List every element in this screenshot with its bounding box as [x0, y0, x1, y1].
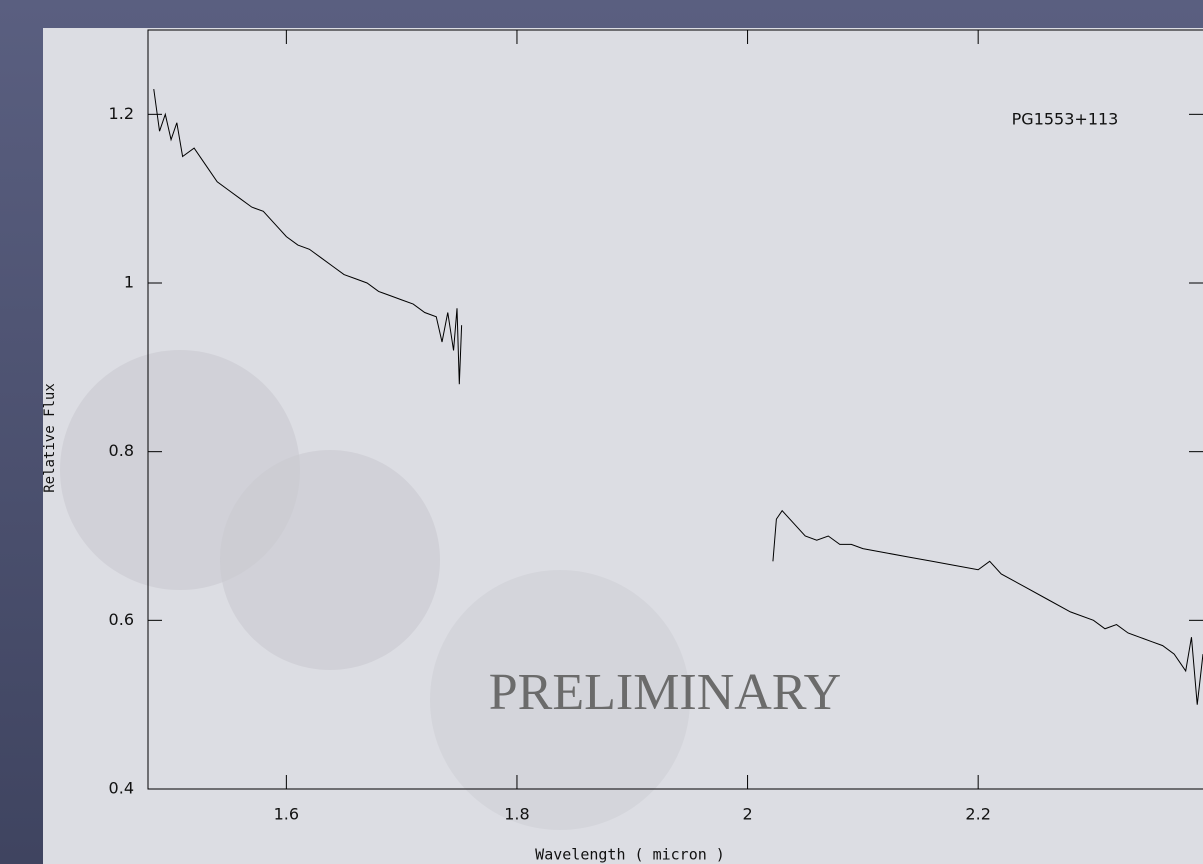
- y-tick-label: 0.6: [109, 610, 134, 629]
- axes-frame: [147, 29, 1203, 790]
- y-tick-label: 1: [124, 273, 134, 292]
- x-tick-label: 2: [742, 805, 752, 824]
- spectrum-line: [153, 88, 1203, 705]
- x-axis-label: Wavelength ( micron ): [535, 846, 725, 864]
- decoration: [220, 450, 440, 670]
- y-tick-label: 0.8: [109, 441, 134, 460]
- annotation: PG1553+113: [1012, 110, 1119, 129]
- x-tick-label: 2.2: [965, 805, 990, 824]
- x-tick-label: 1.8: [504, 805, 529, 824]
- y-tick-label: 1.2: [109, 104, 134, 123]
- y-tick-label: 0.4: [109, 779, 134, 798]
- x-tick-label: 1.6: [274, 805, 299, 824]
- y-axis-label: Relative Flux: [42, 383, 58, 493]
- decoration: [430, 570, 690, 830]
- watermark: PRELIMINARY: [489, 664, 841, 721]
